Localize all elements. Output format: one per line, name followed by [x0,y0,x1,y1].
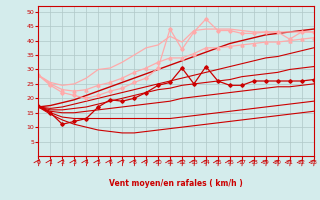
X-axis label: Vent moyen/en rafales ( km/h ): Vent moyen/en rafales ( km/h ) [109,179,243,188]
